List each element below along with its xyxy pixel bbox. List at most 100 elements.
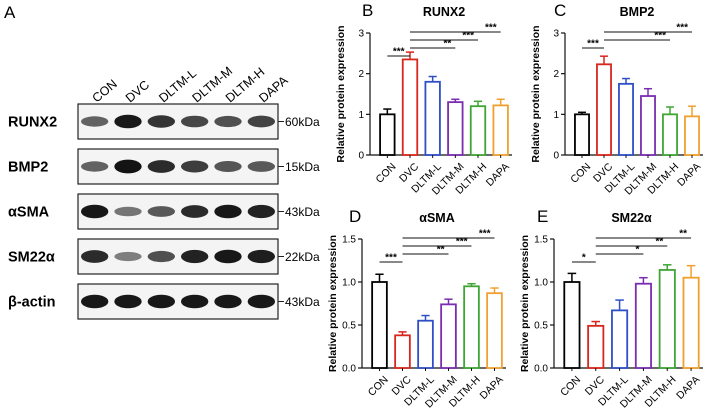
blot-band	[181, 249, 209, 264]
bar	[682, 276, 700, 369]
y-tick-label: 1	[553, 110, 559, 121]
y-tick-label: 1.0	[534, 278, 548, 289]
bar	[379, 113, 396, 156]
y-tick-label: 0.5	[534, 321, 548, 332]
blot-band	[181, 115, 209, 128]
bar	[417, 319, 434, 369]
panel-letter-a: A	[4, 3, 16, 22]
significance-label: *	[636, 245, 640, 256]
significance-label: ***	[676, 23, 688, 34]
significance-label: ***	[385, 253, 397, 264]
significance-label: *	[582, 253, 586, 264]
bar	[662, 113, 678, 156]
x-tick-label: CON	[366, 374, 391, 399]
bar	[394, 334, 411, 369]
y-tick-label: 0.5	[342, 321, 356, 332]
x-tick-label: CON	[568, 161, 593, 186]
bar	[658, 269, 676, 369]
bar	[424, 80, 441, 156]
blot-protein-label: RUNX2	[8, 115, 57, 131]
y-tick-label: 0.0	[342, 364, 356, 375]
bar	[447, 101, 464, 156]
blot-row: SM22α 22kDa	[8, 238, 320, 275]
blot-size-label: 15kDa	[285, 160, 320, 174]
blot-lane-label: DVC	[123, 78, 152, 106]
bar	[469, 105, 487, 156]
blot-band	[214, 161, 242, 172]
blot-size-label: 43kDa	[285, 205, 320, 219]
significance-label: **	[655, 237, 663, 248]
blot-band	[181, 205, 209, 218]
blot-band	[214, 204, 242, 219]
blot-band	[181, 160, 209, 173]
blot-band	[81, 204, 109, 219]
y-tick-label: 0	[553, 151, 559, 162]
chart-title: SM22α	[611, 211, 652, 225]
blot-band	[247, 115, 275, 128]
bar	[596, 63, 612, 156]
significance-label: **	[437, 245, 445, 256]
blot-band	[247, 161, 275, 172]
x-tick-label: CON	[374, 161, 399, 186]
y-tick-label: 3	[553, 29, 559, 40]
x-tick-label: DAPA	[675, 161, 703, 189]
panel-letter: C	[554, 1, 566, 20]
significance-label: ***	[393, 47, 405, 58]
bar	[618, 82, 634, 156]
y-axis-label: Relative protein expression	[327, 235, 339, 372]
significance-label: **	[679, 229, 687, 240]
blot-membrane	[77, 238, 279, 275]
y-tick-label: 2	[358, 69, 364, 80]
blot-band	[247, 249, 275, 264]
blot-protein-label: BMP2	[8, 160, 48, 176]
significance-label: ***	[654, 31, 666, 42]
significance-label: ***	[462, 31, 474, 42]
chart-title: RUNX2	[423, 5, 465, 19]
blot-band	[81, 116, 109, 127]
blot-band	[114, 114, 142, 129]
blot-band	[181, 294, 209, 309]
blot-protein-label: αSMA	[8, 205, 50, 221]
panel-letter: D	[349, 207, 361, 226]
blot-band	[147, 250, 175, 263]
x-tick-label: CON	[558, 374, 583, 399]
blot-band	[114, 251, 142, 262]
significance-label: ***	[479, 229, 491, 240]
blot-band	[147, 160, 175, 173]
blot-band	[147, 115, 175, 128]
blot-lane-label: CON	[90, 77, 120, 106]
chart-title: αSMA	[419, 211, 454, 225]
panel-letter: E	[537, 207, 548, 226]
bar	[574, 113, 590, 156]
y-tick-label: 1.5	[342, 235, 356, 246]
y-tick-label: 0	[358, 151, 364, 162]
chart-title: BMP2	[620, 5, 655, 19]
bar	[492, 104, 509, 156]
runx2-bar-chart: B RUNX2 0 1 2 3 Relative protein expression CON…	[335, 1, 512, 198]
blot-band	[214, 115, 242, 128]
bar	[563, 281, 581, 369]
blot-band	[147, 294, 175, 309]
blot-band	[81, 294, 109, 309]
y-tick-label: 1.5	[534, 235, 548, 246]
blot-band	[147, 206, 175, 217]
blot-protein-label: SM22α	[8, 250, 55, 266]
blot-band	[214, 294, 242, 309]
blot-size-label: 43kDa	[285, 295, 320, 309]
blot-band	[114, 206, 142, 217]
blot-membrane	[77, 283, 279, 320]
blot-band	[214, 249, 242, 264]
y-tick-label: 1	[358, 110, 364, 121]
blot-membrane	[77, 148, 279, 185]
significance-label: ***	[456, 237, 468, 248]
x-tick-label: DAPA	[484, 161, 512, 189]
significance-label: ***	[485, 23, 497, 34]
panel-letter: B	[362, 1, 373, 20]
blot-band	[247, 204, 275, 219]
bar	[684, 115, 700, 156]
blot-band	[114, 159, 142, 174]
y-tick-label: 1.0	[342, 278, 356, 289]
blot-band	[81, 161, 109, 172]
